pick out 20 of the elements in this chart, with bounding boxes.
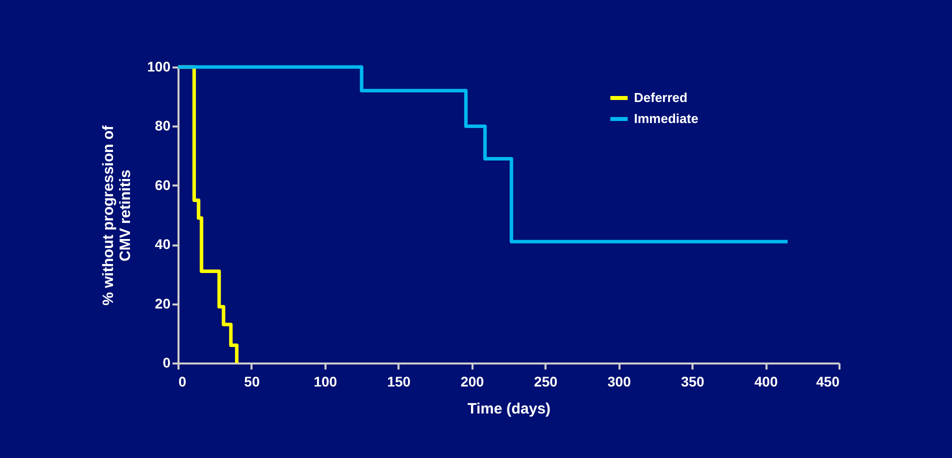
x-tick-label: 350 bbox=[680, 374, 705, 390]
x-axis-title: Time (days) bbox=[467, 400, 551, 418]
x-tick-label: 100 bbox=[314, 374, 338, 390]
y-tick-label: 40 bbox=[154, 236, 171, 252]
legend-label: Deferred bbox=[634, 90, 688, 105]
y-tick-label: 20 bbox=[154, 295, 171, 312]
y-tick-label: 80 bbox=[154, 118, 171, 134]
x-tick-label: 300 bbox=[607, 374, 632, 390]
y-axis-title: % without progression of CMV retinitis bbox=[100, 124, 134, 306]
y-tick-label: 0 bbox=[162, 354, 171, 370]
x-tick-label: 450 bbox=[816, 374, 840, 390]
x-tick-label: 250 bbox=[534, 374, 558, 390]
x-tick-label: 200 bbox=[460, 374, 484, 390]
x-tick-label: 150 bbox=[387, 374, 411, 390]
x-tick-label: 400 bbox=[754, 374, 778, 390]
x-tick-label: 0 bbox=[178, 374, 186, 390]
y-tick-label: 100 bbox=[147, 58, 171, 74]
x-tick-label: 50 bbox=[244, 374, 260, 390]
legend-label: Immediate bbox=[634, 111, 698, 126]
y-tick-label: 60 bbox=[154, 176, 171, 193]
